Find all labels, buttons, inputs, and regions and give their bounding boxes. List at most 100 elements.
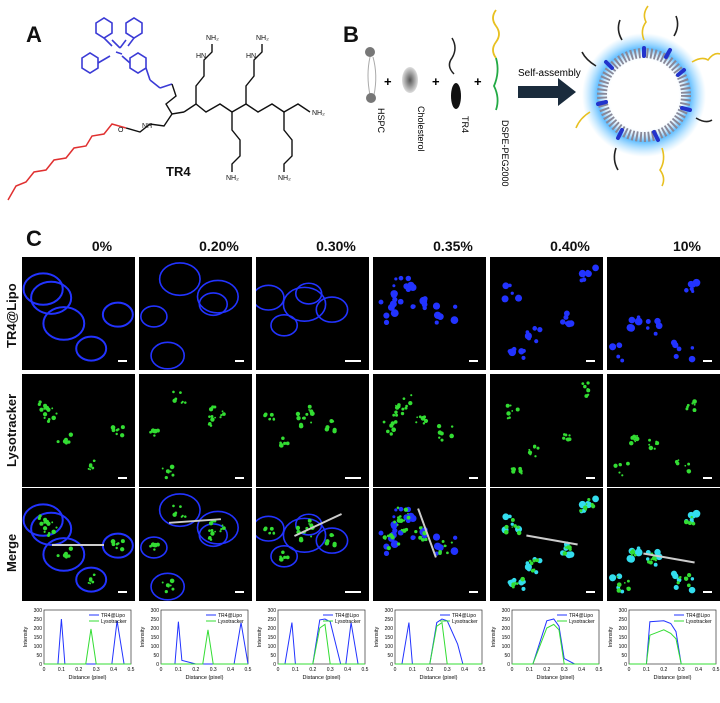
series-line-lysotracker <box>44 628 131 665</box>
conc-label-1: 0.20% <box>199 238 239 254</box>
hspc-icon <box>365 47 377 103</box>
micrograph-lyso-3 <box>373 374 486 487</box>
micrograph-lyso-0 <box>22 374 135 487</box>
micrograph-lyso-4 <box>490 374 603 487</box>
y-tick-label: 200 <box>268 626 277 632</box>
scale-bar <box>118 360 127 362</box>
y-tick-label: 150 <box>34 635 43 641</box>
scale-bar <box>345 360 361 362</box>
svg-text:O: O <box>118 127 124 134</box>
y-tick-label: 50 <box>504 653 510 659</box>
dspe-peg-icon <box>492 9 500 111</box>
x-axis-label: Distance (pixel) <box>654 675 692 680</box>
plot-frame <box>511 609 600 665</box>
conc-label-4: 0.40% <box>550 238 590 254</box>
x-tick-label: 0 <box>277 667 280 673</box>
svg-text:NH₂: NH₂ <box>278 175 291 182</box>
legend-label: Lysotracker <box>218 619 244 625</box>
y-tick-label: 250 <box>151 617 160 623</box>
y-axis-label: Intensity <box>23 627 29 648</box>
legend-label: TR4@Lipo <box>686 613 710 619</box>
y-tick-label: 0 <box>624 662 627 668</box>
y-tick-label: 0 <box>507 662 510 668</box>
series-line-tr4-lipo <box>44 618 131 665</box>
series-line-tr4-lipo <box>278 618 365 665</box>
y-tick-label: 150 <box>619 635 628 641</box>
profile-line <box>417 508 437 558</box>
y-tick-label: 200 <box>502 626 511 632</box>
x-tick-label: 0 <box>394 667 397 673</box>
y-tick-label: 100 <box>502 644 511 650</box>
line-profile-chart-3: 0 0.1 0.2 0.3 0.4 0.5 0 50 100 150 200 250 300 Distan… <box>374 608 486 680</box>
x-tick-label: 0.5 <box>128 667 135 673</box>
micrograph-lyso-1 <box>139 374 252 487</box>
liposome-icon <box>575 5 720 187</box>
assembly-arrow-icon <box>518 86 558 98</box>
panel-a-letter: A <box>26 22 42 47</box>
x-tick-label: 0.4 <box>461 667 468 673</box>
y-tick-label: 0 <box>39 662 42 668</box>
series-line-lysotracker <box>278 623 365 665</box>
legend-label: Lysotracker <box>101 619 127 625</box>
legend-label: TR4@Lipo <box>569 613 593 619</box>
x-tick-label: 0.5 <box>713 667 720 673</box>
y-tick-label: 50 <box>387 653 393 659</box>
x-tick-label: 0.3 <box>444 667 451 673</box>
scale-bar <box>118 591 127 593</box>
legend-label: Lysotracker <box>452 619 478 625</box>
x-tick-label: 0.1 <box>292 667 299 673</box>
line-profile-chart-5: 0 0.1 0.2 0.3 0.4 0.5 0 50 100 150 200 250 300 Distan… <box>608 608 720 680</box>
series-line-tr4-lipo <box>629 620 716 665</box>
series-line-lysotracker <box>629 629 716 665</box>
x-tick-label: 0.4 <box>695 667 702 673</box>
y-tick-label: 200 <box>619 626 628 632</box>
line-profile-chart-1: 0 0.1 0.2 0.3 0.4 0.5 0 50 100 150 200 250 300 Distan… <box>140 608 252 680</box>
x-tick-label: 0.4 <box>578 667 585 673</box>
series-line-lysotracker <box>395 621 482 665</box>
x-tick-label: 0.5 <box>245 667 252 673</box>
svg-text:NH: NH <box>142 123 152 130</box>
plot-frame <box>628 609 717 665</box>
scale-bar <box>586 360 595 362</box>
scale-bar <box>586 591 595 593</box>
self-assembly-scheme: HSPC + Cholesterol + TR4 + DSPE-PEG2000 … <box>365 5 720 187</box>
micrograph-merge-1 <box>139 488 252 601</box>
y-tick-label: 250 <box>502 617 511 623</box>
x-tick-label: 0 <box>511 667 514 673</box>
y-tick-label: 150 <box>151 635 160 641</box>
component-dspe-peg2000: DSPE-PEG2000 <box>500 120 510 187</box>
series-line-tr4-lipo <box>161 621 249 665</box>
component-cholesterol: Cholesterol <box>416 106 426 152</box>
scale-bar <box>235 360 244 362</box>
legend-label: TR4@Lipo <box>101 613 125 619</box>
x-tick-label: 0.4 <box>110 667 117 673</box>
plus-1: + <box>384 74 392 89</box>
legend-label: Lysotracker <box>569 619 595 625</box>
micrograph-tr4-3 <box>373 257 486 370</box>
x-axis-label: Distance (pixel) <box>420 675 458 680</box>
x-tick-label: 0.1 <box>409 667 416 673</box>
conc-label-3: 0.35% <box>433 238 473 254</box>
x-tick-label: 0 <box>628 667 631 673</box>
micrograph-merge-5 <box>607 488 720 601</box>
x-tick-label: 0.5 <box>479 667 486 673</box>
scale-bar <box>345 477 361 479</box>
x-axis-label: Distance (pixel) <box>303 675 341 680</box>
x-tick-label: 0.4 <box>344 667 351 673</box>
y-tick-label: 150 <box>385 635 394 641</box>
y-tick-label: 50 <box>270 653 276 659</box>
y-tick-label: 300 <box>268 608 277 614</box>
micrograph-lyso-5 <box>607 374 720 487</box>
y-tick-label: 50 <box>621 653 627 659</box>
y-tick-label: 200 <box>385 626 394 632</box>
compound-label: TR4 <box>166 164 191 179</box>
plus-3: + <box>474 74 482 89</box>
svg-text:HN: HN <box>196 53 206 60</box>
line-profile-chart-2: 0 0.1 0.2 0.3 0.4 0.5 0 50 100 150 200 250 300 Distan… <box>257 608 369 680</box>
y-tick-label: 250 <box>619 617 628 623</box>
x-tick-label: 0.2 <box>309 667 316 673</box>
y-tick-label: 100 <box>151 644 160 650</box>
x-tick-label: 0.2 <box>543 667 550 673</box>
y-tick-label: 300 <box>619 608 628 614</box>
x-tick-label: 0.2 <box>660 667 667 673</box>
